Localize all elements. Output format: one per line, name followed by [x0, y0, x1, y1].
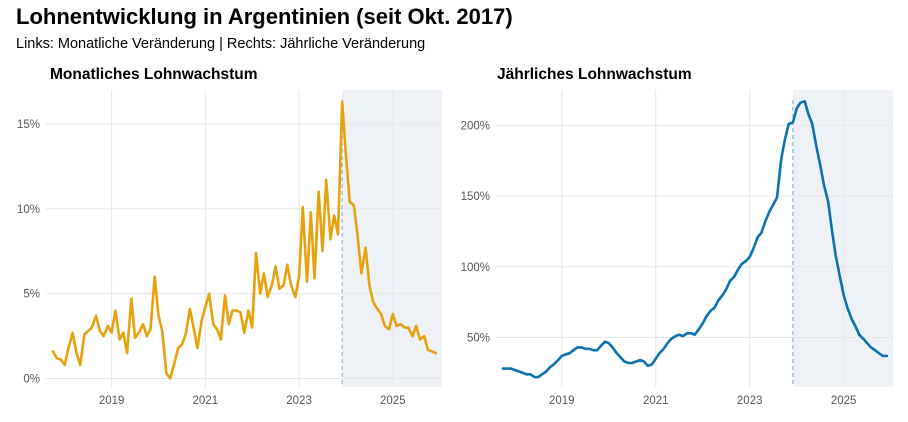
monthly-chart: 2019 2021 2023 2025 0% 5% 10% 15% [17, 90, 442, 407]
annual-series-line [501, 100, 889, 379]
annual-y-tick-label: 50% [467, 333, 490, 345]
monthly-y-tick-label: 10% [17, 204, 40, 216]
annual-y-tick-label: 150% [461, 191, 490, 203]
monthly-panel-title: Monatliches Lohnwachstum [50, 66, 258, 83]
monthly-y-tick-label: 0% [23, 374, 40, 386]
annual-x-tick-label: 2023 [737, 395, 763, 407]
monthly-x-tick-label: 2025 [380, 395, 406, 407]
chart-subtitle: Links: Monatliche Veränderung | Rechts: … [16, 36, 426, 52]
annual-x-tick-label: 2019 [549, 395, 575, 407]
chart-title: Lohnentwicklung in Argentinien (seit Okt… [16, 4, 513, 29]
monthly-x-tick-label: 2019 [99, 395, 125, 407]
monthly-x-tick-label: 2021 [193, 395, 219, 407]
annual-shaded-region [792, 90, 893, 387]
annual-y-tick-label: 100% [461, 262, 490, 274]
annual-x-tick-label: 2021 [643, 395, 669, 407]
annual-panel-title: Jährliches Lohnwachstum [497, 66, 692, 83]
monthly-y-tick-label: 15% [17, 119, 40, 131]
monthly-series-line [51, 100, 438, 380]
annual-chart: 2019 2021 2023 2025 50% 100% 150% 200% [461, 90, 893, 407]
annual-x-tick-label: 2025 [831, 395, 857, 407]
annual-y-tick-label: 200% [461, 120, 490, 132]
monthly-x-tick-label: 2023 [286, 395, 312, 407]
monthly-y-tick-label: 5% [23, 289, 40, 301]
